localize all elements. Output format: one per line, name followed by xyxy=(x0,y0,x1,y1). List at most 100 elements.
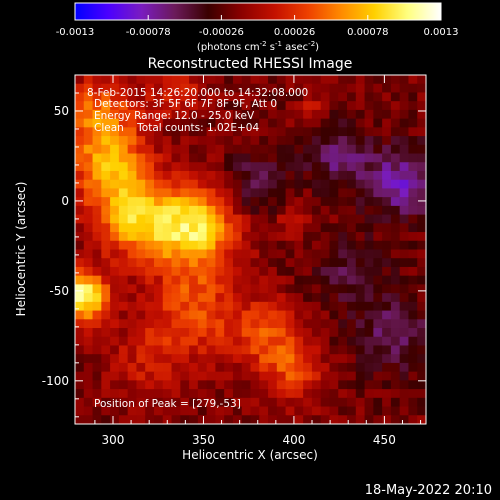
heatmap-cell xyxy=(303,223,313,233)
heatmap-cell xyxy=(382,232,392,242)
heatmap-cell xyxy=(259,284,269,294)
heatmap-cell xyxy=(127,170,138,181)
heatmap-cell xyxy=(241,275,252,285)
heatmap-cell xyxy=(390,75,401,85)
heatmap-cell xyxy=(180,362,190,373)
heatmap-cell xyxy=(417,380,426,390)
heatmap-cell xyxy=(382,258,392,268)
heatmap-cell xyxy=(241,109,252,120)
heatmap-cell xyxy=(153,127,164,137)
heatmap-cell xyxy=(241,75,252,85)
heatmap-cell xyxy=(311,136,322,146)
heatmap-cell xyxy=(417,310,426,320)
heatmap-cell xyxy=(250,258,260,268)
heatmap-cell xyxy=(303,319,313,329)
heatmap-cell xyxy=(276,345,287,355)
heatmap-cell xyxy=(110,197,120,207)
heatmap-cell xyxy=(118,232,129,242)
heatmap-cell xyxy=(355,153,366,163)
heatmap-cell xyxy=(417,328,426,338)
heatmap-cell xyxy=(75,223,85,233)
heatmap-cell xyxy=(215,127,225,137)
heatmap-cell xyxy=(136,328,146,338)
heatmap-cell xyxy=(259,162,269,172)
heatmap-cell xyxy=(294,266,304,277)
heatmap-cell xyxy=(197,406,208,416)
heatmap-cell xyxy=(224,240,234,251)
heatmap-cell xyxy=(162,249,173,259)
heatmap-cell xyxy=(101,232,111,242)
heatmap-cell xyxy=(224,397,234,408)
heatmap-cell xyxy=(118,336,129,347)
heatmap-cell xyxy=(215,406,225,416)
heatmap-cell xyxy=(276,275,287,285)
heatmap-cell xyxy=(338,101,348,111)
heatmap-cell xyxy=(399,223,410,233)
heatmap-cell xyxy=(92,109,102,120)
heatmap-cell xyxy=(127,258,138,268)
heatmap-cell xyxy=(101,389,111,399)
heatmap-cell xyxy=(399,389,410,399)
heatmap-cell xyxy=(224,319,234,329)
heatmap-cell xyxy=(224,153,234,163)
heatmap-cell xyxy=(232,214,243,224)
heatmap-cell xyxy=(259,127,269,137)
heatmap-cell xyxy=(355,249,366,259)
heatmap-cell xyxy=(224,118,234,128)
heatmap-cell xyxy=(136,223,146,233)
heatmap-cell xyxy=(329,415,339,424)
heatmap-cell xyxy=(268,319,278,329)
heatmap-cell xyxy=(180,310,190,320)
heatmap-cell xyxy=(373,214,383,224)
heatmap-cell xyxy=(417,232,426,242)
heatmap-cell xyxy=(180,197,190,207)
heatmap-cell xyxy=(355,223,366,233)
heatmap-cell xyxy=(364,83,374,94)
heatmap-cell xyxy=(215,144,225,155)
heatmap-cell xyxy=(162,232,173,242)
heatmap-cell xyxy=(268,144,278,155)
heatmap-cell xyxy=(294,310,304,320)
heatmap-cell xyxy=(268,380,278,390)
heatmap-cell xyxy=(294,319,304,329)
heatmap-cell xyxy=(311,162,322,172)
heatmap-cell xyxy=(92,75,102,85)
heatmap-cell xyxy=(92,223,102,233)
heatmap-cell xyxy=(364,179,374,190)
heatmap-cell xyxy=(206,389,216,399)
heatmap-cell xyxy=(320,118,331,128)
y-tick-label: -100 xyxy=(42,374,69,388)
heatmap-cell xyxy=(136,240,146,251)
heatmap-cell xyxy=(364,345,374,355)
heatmap-cell xyxy=(355,275,366,285)
heatmap-cell xyxy=(338,136,348,146)
heatmap-cell xyxy=(382,380,392,390)
heatmap-cell xyxy=(250,153,260,163)
heatmap-cell xyxy=(75,319,85,329)
heatmap-cell xyxy=(189,136,199,146)
heatmap-cell xyxy=(276,266,287,277)
heatmap-cell xyxy=(75,144,85,155)
heatmap-cell xyxy=(373,415,383,424)
heatmap-cell xyxy=(268,118,278,128)
heatmap-cell xyxy=(294,258,304,268)
heatmap-cell xyxy=(259,319,269,329)
y-tick-label: 0 xyxy=(61,194,69,208)
heatmap-cell xyxy=(224,310,234,320)
heatmap-cell xyxy=(110,136,120,146)
heatmap-cell xyxy=(364,188,374,198)
heatmap-cell xyxy=(180,179,190,190)
heatmap-cell xyxy=(83,197,94,207)
heatmap-cell xyxy=(101,205,111,216)
heatmap-cell xyxy=(206,249,216,259)
heatmap-cell xyxy=(83,310,94,320)
heatmap-cell xyxy=(101,240,111,251)
heatmap-cell xyxy=(338,144,348,155)
heatmap-cell xyxy=(373,293,383,303)
heatmap-cell xyxy=(294,223,304,233)
heatmap-cell xyxy=(162,223,173,233)
heatmap-cell xyxy=(285,249,295,259)
heatmap-cell xyxy=(101,75,111,85)
heatmap-cell xyxy=(355,336,366,347)
heatmap-cell xyxy=(250,240,260,251)
